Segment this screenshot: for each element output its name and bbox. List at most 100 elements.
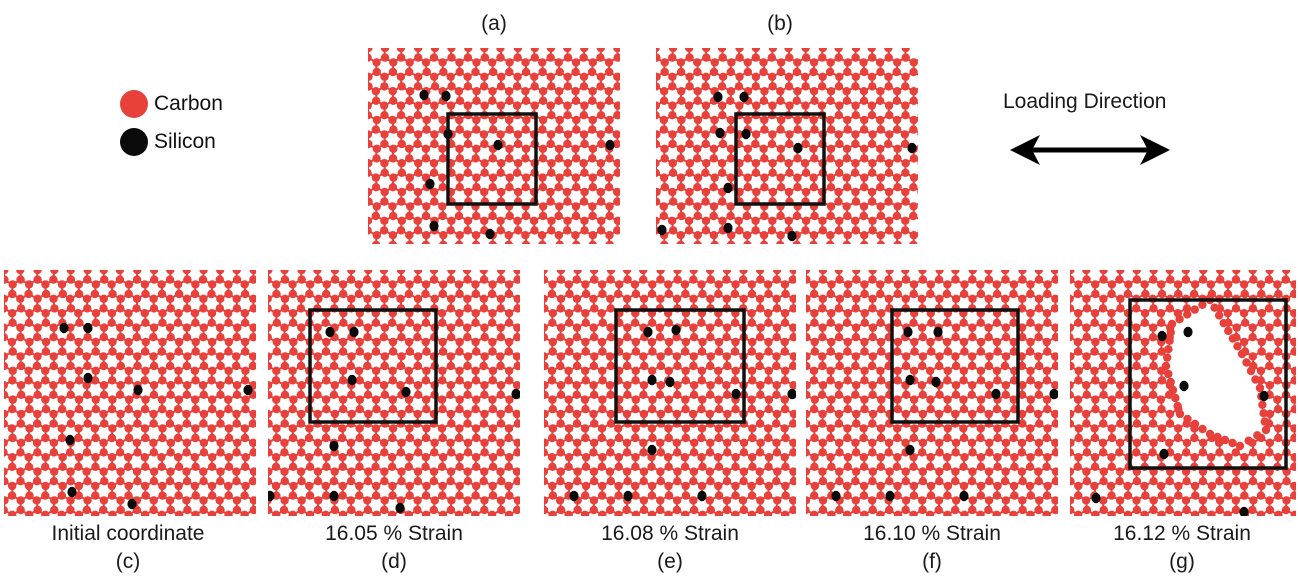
carbon-atom: [685, 139, 694, 149]
carbon-atom: [140, 405, 150, 414]
carbon-atom: [676, 67, 686, 77]
carbon-atom: [190, 289, 200, 299]
carbon-atom: [893, 154, 902, 163]
carbon-atom: [488, 183, 497, 192]
carbon-atom: [455, 154, 465, 163]
carbon-atom: [572, 125, 581, 134]
carbon-atom: [701, 101, 711, 110]
carbon-atom: [108, 510, 117, 516]
carbon-atom: [182, 496, 191, 505]
carbon-atom: [216, 419, 225, 428]
highlight-frame: [446, 112, 538, 206]
carbon-atom: [843, 231, 852, 240]
carbon-atom: [810, 96, 819, 105]
carbon-atom: [115, 448, 125, 457]
carbon-atom: [183, 352, 192, 361]
carbon-atom: [233, 323, 242, 332]
carbon-atom: [885, 111, 894, 120]
carbon-atom: [240, 424, 250, 433]
carbon-atom: [99, 381, 109, 390]
carbon-atom: [893, 144, 902, 153]
carbon-atom: [83, 496, 92, 505]
carbon-atom: [776, 211, 785, 221]
carbon-atom: [793, 115, 802, 125]
carbon-atom: [232, 419, 241, 428]
carbon-atom: [530, 101, 539, 110]
carbon-atom: [173, 280, 183, 289]
carbon-atom: [471, 67, 480, 77]
carbon-atom: [100, 419, 109, 428]
carbon-atom: [842, 96, 852, 105]
carbon-atom: [530, 72, 539, 81]
carbon-atom: [430, 82, 440, 91]
carbon-atom: [4, 323, 8, 332]
carbon-atom: [41, 491, 50, 500]
carbon-atom: [685, 82, 694, 91]
carbon-atom: [547, 159, 556, 168]
carbon-atom: [660, 58, 669, 67]
carbon-atom: [199, 352, 208, 361]
carbon-atom: [7, 462, 17, 471]
carbon-atom: [99, 448, 108, 457]
carbon-atom: [83, 409, 92, 419]
carbon-atom: [909, 183, 918, 192]
carbon-atom: [613, 72, 620, 81]
carbon-atom: [157, 347, 166, 356]
carbon-atom: [818, 226, 828, 235]
carbon-atom: [579, 111, 589, 120]
silicon-atom: [59, 322, 69, 334]
carbon-atom: [826, 231, 835, 240]
carbon-atom: [380, 187, 389, 197]
silicon-atom: [715, 127, 725, 139]
carbon-atom: [562, 187, 572, 197]
carbon-atom: [388, 87, 397, 96]
carbon-atom: [463, 72, 472, 81]
carbon-atom: [33, 381, 42, 390]
carbon-atom: [215, 304, 225, 313]
carbon-atom: [215, 496, 224, 505]
carbon-atom: [191, 462, 200, 471]
carbon-atom: [505, 58, 514, 67]
carbon-atom: [463, 226, 472, 235]
carbon-atom: [232, 409, 241, 419]
carbon-atom: [464, 48, 473, 53]
carbon-atom: [726, 96, 735, 105]
carbon-atom: [588, 115, 597, 125]
carbon-atom: [372, 67, 381, 77]
carbon-atom: [166, 304, 175, 313]
carbon-atom: [232, 390, 242, 399]
carbon-atom: [422, 115, 431, 125]
carbon-atom: [371, 96, 381, 105]
carbon-atom: [554, 144, 564, 153]
carbon-atom: [860, 240, 869, 244]
carbon-atom: [547, 82, 556, 91]
carbon-atom: [613, 101, 620, 110]
carbon-atom: [612, 139, 620, 149]
carbon-atom: [4, 477, 9, 486]
carbon-atom: [216, 448, 225, 457]
carbon-atom: [208, 453, 217, 462]
carbon-atom: [133, 361, 142, 371]
carbon-atom: [488, 173, 498, 182]
carbon-atom: [580, 101, 589, 110]
carbon-atom: [74, 510, 84, 516]
carbon-atom: [438, 183, 447, 192]
carbon-atom: [801, 82, 810, 91]
carbon-atom: [580, 187, 589, 197]
carbon-atom: [83, 275, 92, 284]
carbon-atom: [158, 376, 167, 385]
carbon-atom: [760, 173, 769, 182]
carbon-atom: [521, 125, 530, 134]
carbon-atom: [438, 115, 447, 125]
carbon-atom: [438, 154, 448, 163]
carbon-atom: [4, 419, 8, 428]
carbon-atom: [66, 333, 75, 342]
carbon-atom: [405, 154, 414, 163]
carbon-atom: [588, 154, 597, 163]
carbon-atom: [776, 96, 785, 105]
carbon-atom: [463, 216, 473, 225]
carbon-atom: [216, 477, 225, 486]
carbon-atom: [57, 510, 66, 516]
carbon-atom: [488, 125, 498, 134]
carbon-atom: [182, 270, 191, 275]
